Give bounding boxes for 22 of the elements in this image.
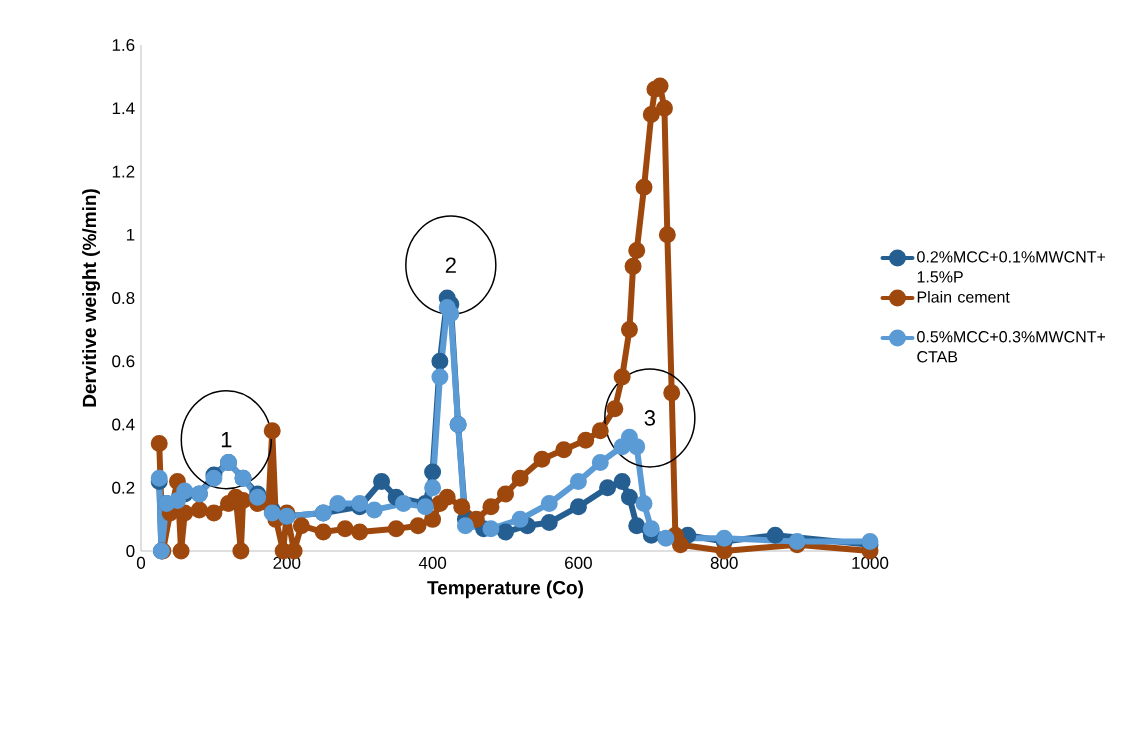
- x-tick-label: 600: [565, 556, 592, 569]
- y-tick-label: 0: [126, 544, 135, 558]
- x-tick-label: 0: [136, 556, 146, 569]
- x-tick-label: 400: [418, 556, 447, 569]
- y-axis-title: Dervitive weight (%/min): [82, 189, 100, 407]
- legend-label: 0.5%MCC+0.3%MWCNT+CTAB: [917, 331, 1106, 363]
- y-tick-label: 1: [126, 228, 135, 241]
- x-axis-title: Temperature (Co): [427, 580, 584, 599]
- legend-label: 0.2%MCC+0.1%MWCNT+1.5%P: [917, 251, 1106, 283]
- y-tick-label: 0.8: [112, 291, 135, 305]
- annotation: 2: [445, 257, 456, 273]
- annotation: 1: [221, 432, 232, 448]
- y-tick-label: 0.6: [112, 355, 135, 368]
- legend-label: Plain cement: [917, 290, 1010, 303]
- y-tick-label: 1.2: [112, 165, 135, 178]
- y-tick-label: 0.2: [112, 481, 135, 494]
- annotation: 3: [644, 410, 656, 426]
- x-tick-label: 1000: [852, 556, 889, 569]
- x-tick-label: 800: [710, 556, 738, 569]
- y-tick-label: 1.4: [112, 102, 135, 115]
- y-tick-label: 1.6: [112, 38, 135, 52]
- y-tick-label: 0.4: [112, 418, 135, 431]
